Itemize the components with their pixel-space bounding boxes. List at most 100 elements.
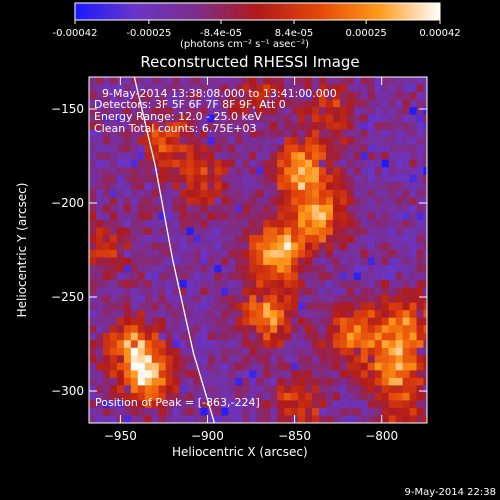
heatmap-cell	[367, 385, 376, 394]
heatmap-cell	[95, 92, 104, 101]
heatmap-cell	[158, 332, 167, 341]
heatmap-cell	[214, 392, 223, 402]
heatmap-cell	[89, 317, 97, 326]
heatmap-cell	[318, 137, 327, 146]
heatmap-cell	[430, 348, 438, 356]
heatmap-cell	[256, 197, 264, 206]
heatmap-cell	[346, 340, 355, 349]
heatmap-cell	[339, 295, 348, 304]
heatmap-cell	[144, 347, 153, 356]
heatmap-cell	[298, 392, 306, 402]
heatmap-cell	[172, 212, 181, 221]
heatmap-cell	[291, 272, 299, 281]
heatmap-cell	[395, 144, 404, 153]
heatmap-cell	[95, 234, 104, 244]
heatmap-cell	[158, 302, 167, 311]
heatmap-cell	[116, 385, 125, 394]
heatmap-cell	[270, 325, 278, 334]
heatmap-cell	[367, 159, 376, 168]
heatmap-cell	[298, 107, 306, 116]
heatmap-cell	[402, 212, 411, 221]
heatmap-cell	[214, 197, 223, 206]
heatmap-cell	[430, 265, 438, 273]
heatmap-cell	[214, 227, 223, 236]
heatmap-cell	[207, 332, 216, 341]
heatmap-cell	[256, 174, 264, 183]
heatmap-cell	[312, 114, 320, 123]
heatmap-cell	[95, 302, 104, 311]
heatmap-cell	[249, 212, 257, 221]
heatmap-cell	[332, 250, 341, 259]
heatmap-cell	[172, 152, 181, 161]
heatmap-cell	[360, 310, 369, 319]
heatmap-cell	[214, 272, 223, 281]
heatmap-cell	[263, 234, 271, 244]
heatmap-cell	[291, 84, 299, 93]
heatmap-cell	[305, 92, 313, 101]
heatmap-cell	[123, 92, 132, 101]
heatmap-cell	[172, 182, 181, 191]
heatmap-cell	[423, 174, 427, 183]
heatmap-cell	[137, 114, 146, 123]
heatmap-cell	[159, 423, 167, 431]
heatmap-cell	[130, 152, 139, 161]
heatmap-cell	[186, 377, 195, 386]
heatmap-cell	[256, 152, 264, 161]
heatmap-cell	[395, 129, 404, 138]
heatmap-cell	[346, 362, 355, 371]
heatmap-cell	[165, 310, 174, 319]
heatmap-cell	[360, 234, 369, 244]
heatmap-cell	[367, 99, 376, 108]
heatmap-cell	[207, 257, 216, 266]
heatmap-cell	[360, 167, 369, 176]
heatmap-cell	[277, 227, 285, 236]
heatmap-cell	[102, 280, 111, 289]
heatmap-cell	[200, 144, 209, 153]
heatmap-cell	[228, 197, 236, 206]
heatmap-cell	[235, 197, 243, 206]
heatmap-cell	[416, 159, 425, 168]
heatmap-cell	[116, 212, 125, 221]
heatmap-cell	[374, 377, 383, 386]
heatmap-cell	[339, 99, 348, 108]
heatmap-cell	[381, 144, 390, 153]
heatmap-cell	[409, 77, 418, 86]
heatmap-cell	[102, 107, 111, 116]
heatmap-cell	[102, 227, 111, 236]
y-tick-label: −300	[51, 384, 84, 398]
heatmap-cell	[360, 370, 369, 379]
heatmap-cell	[249, 392, 257, 402]
heatmap-cell	[395, 347, 404, 356]
heatmap-cell	[402, 332, 411, 341]
heatmap-cell	[403, 423, 411, 431]
heatmap-cell	[291, 107, 299, 116]
heatmap-cell	[381, 400, 390, 409]
heatmap-cell	[402, 234, 411, 244]
heatmap-cell	[305, 362, 313, 371]
heatmap-cell	[298, 189, 306, 198]
heatmap-cell	[318, 302, 327, 311]
heatmap-cell	[332, 392, 341, 402]
heatmap-cell	[179, 114, 188, 123]
heatmap-cell	[200, 197, 209, 206]
heatmap-cell	[144, 92, 153, 101]
heatmap-cell	[130, 385, 139, 394]
heatmap-cell	[193, 77, 202, 86]
heatmap-cell	[430, 197, 438, 205]
heatmap-cell	[158, 219, 167, 229]
heatmap-cell	[409, 415, 418, 423]
heatmap-cell	[158, 407, 167, 417]
heatmap-cell	[249, 234, 257, 244]
heatmap-cell	[172, 250, 181, 259]
heatmap-cell	[207, 227, 216, 236]
heatmap-cell	[186, 189, 195, 198]
heatmap-cell	[179, 122, 188, 131]
heatmap-cell	[291, 174, 299, 183]
heatmap-cell	[214, 99, 223, 108]
heatmap-cell	[102, 144, 111, 153]
heatmap-cell	[102, 385, 111, 394]
heatmap-cell	[395, 84, 404, 93]
heatmap-cell	[89, 84, 97, 93]
heatmap-cell	[137, 295, 146, 304]
heatmap-cell	[312, 144, 320, 153]
